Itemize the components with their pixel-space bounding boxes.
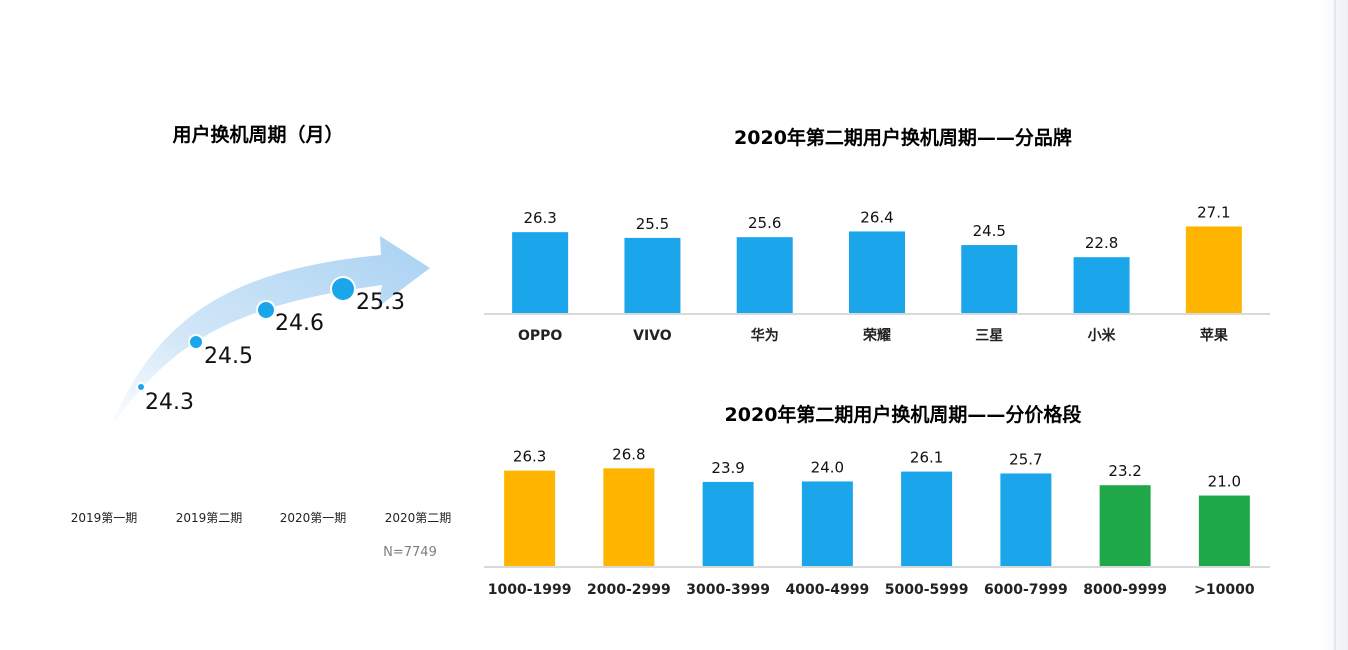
price-bar xyxy=(901,471,953,566)
brand-value-label: 27.1 xyxy=(1197,203,1230,221)
brand-category-label: OPPO xyxy=(518,328,562,344)
trend-x-tick-label: 2019第一期 xyxy=(71,511,138,525)
brand-category-label: 小米 xyxy=(1088,327,1117,344)
price-value-label: 26.1 xyxy=(910,449,943,467)
trend-x-tick-label: 2019第二期 xyxy=(176,511,243,525)
price-value-label: 24.0 xyxy=(811,458,844,476)
price-bar xyxy=(1099,485,1151,566)
price-value-label: 21.0 xyxy=(1208,473,1241,491)
price-value-label: 23.9 xyxy=(711,459,744,477)
price-bars: 26.3 1000-1999 26.8 2000-2999 23.9 3000-3999 2… xyxy=(488,445,1255,598)
brand-bar xyxy=(849,231,905,313)
trend-chart-title: 用户换机周期（月） xyxy=(172,123,343,146)
brand-value-label: 26.4 xyxy=(860,208,893,226)
price-bar xyxy=(801,481,853,566)
trend-value-label: 24.5 xyxy=(204,344,253,369)
trend-point xyxy=(138,384,144,390)
brand-bars: 26.3 OPPO 25.5 VIVO 25.6 华为 26.4 荣耀 24.5 三星 22.8 小米… xyxy=(512,203,1242,344)
brand-category-label: 苹果 xyxy=(1200,327,1229,344)
price-category-label: 1000-1999 xyxy=(488,582,572,598)
price-bar xyxy=(1000,473,1052,566)
price-category-label: 5000-5999 xyxy=(885,582,969,598)
brand-category-label: 荣耀 xyxy=(862,327,891,344)
price-bar xyxy=(702,481,754,566)
price-bar xyxy=(603,468,655,566)
price-category-label: 6000-7999 xyxy=(984,582,1068,598)
brand-value-label: 25.5 xyxy=(636,215,669,233)
trend-sample-note: N=7749 xyxy=(383,545,437,560)
trend-points xyxy=(136,276,356,392)
trend-chart: 用户换机周期（月） 24.3 24.5 24.6 25.3 2019第一期 2019第二… xyxy=(71,123,452,560)
brand-bar xyxy=(512,232,569,313)
brand-category-label: 三星 xyxy=(975,328,1003,344)
brand-bar xyxy=(961,245,1018,313)
page-right-divider xyxy=(1334,0,1336,650)
price-bar xyxy=(504,470,556,566)
brand-bar xyxy=(1073,257,1130,313)
price-category-label: 2000-2999 xyxy=(587,582,671,598)
brand-value-label: 22.8 xyxy=(1085,234,1118,252)
trend-value-labels: 24.3 24.5 24.6 25.3 xyxy=(145,290,405,415)
brand-chart-title: 2020年第二期用户换机周期——分品牌 xyxy=(734,126,1072,149)
brand-category-label: 华为 xyxy=(751,327,779,344)
brand-value-label: 25.6 xyxy=(748,214,781,232)
price-category-label: 4000-4999 xyxy=(786,582,870,598)
price-bar-chart: 2020年第二期用户换机周期——分价格段 26.3 1000-1999 26.8 20… xyxy=(484,403,1270,598)
trend-x-tick-label: 2020第二期 xyxy=(385,511,452,525)
price-bar xyxy=(1198,495,1250,566)
brand-bar xyxy=(624,237,681,313)
trend-point xyxy=(190,336,202,348)
brand-value-label: 24.5 xyxy=(973,222,1006,240)
price-value-label: 26.8 xyxy=(612,445,645,463)
trend-value-label: 24.6 xyxy=(275,311,324,336)
price-value-label: 26.3 xyxy=(513,448,546,466)
trend-value-label: 25.3 xyxy=(356,290,405,315)
price-chart-title: 2020年第二期用户换机周期——分价格段 xyxy=(725,403,1083,426)
brand-bar-chart: 2020年第二期用户换机周期——分品牌 26.3 OPPO 25.5 VIVO 25.6… xyxy=(484,126,1270,344)
trend-x-axis-labels: 2019第一期 2019第二期 2020第一期 2020第二期 xyxy=(71,511,452,525)
trend-value-label: 24.3 xyxy=(145,390,194,415)
price-value-label: 23.2 xyxy=(1108,462,1141,480)
price-category-label: 8000-9999 xyxy=(1083,582,1167,598)
price-category-label: 3000-3999 xyxy=(686,582,770,598)
trend-point xyxy=(332,278,354,300)
brand-bar xyxy=(736,237,793,313)
price-value-label: 25.7 xyxy=(1009,450,1042,468)
trend-x-tick-label: 2020第一期 xyxy=(280,511,347,525)
brand-value-label: 26.3 xyxy=(523,209,556,227)
brand-category-label: VIVO xyxy=(633,328,672,344)
trend-point xyxy=(258,302,274,318)
price-category-label: >10000 xyxy=(1194,582,1255,598)
brand-bar xyxy=(1185,226,1242,313)
